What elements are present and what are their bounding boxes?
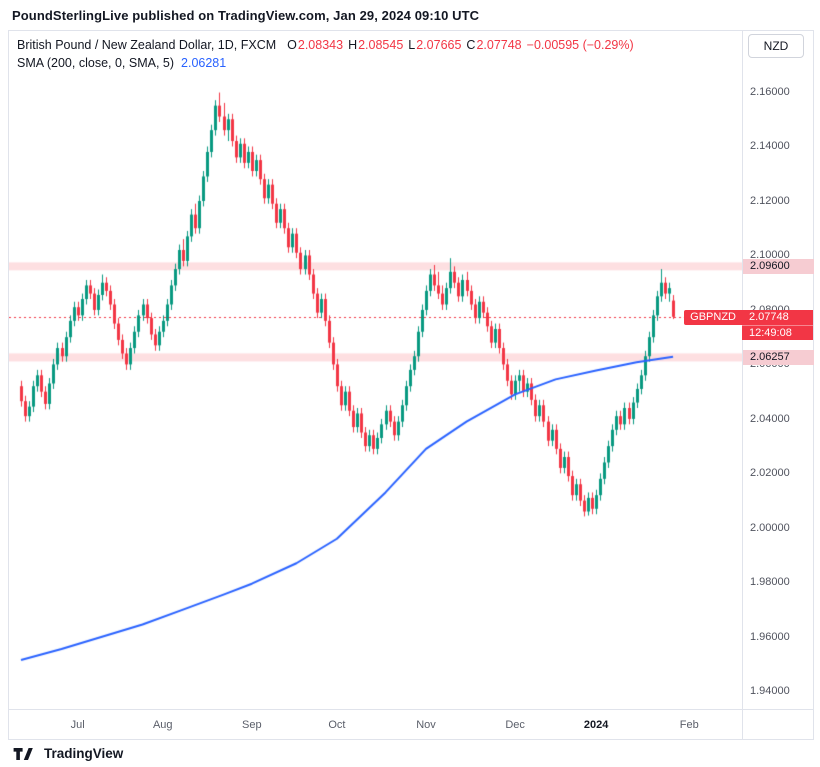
chart-plot-area[interactable] bbox=[9, 31, 742, 709]
time-axis-label: Feb bbox=[679, 719, 699, 731]
ohlc-values: O2.08343 H2.08545 L2.07665 C2.07748 bbox=[282, 38, 522, 52]
last-price-symbol: GBPNZD bbox=[684, 309, 742, 325]
last-price-value: 2.07748 bbox=[742, 309, 813, 325]
time-axis-label: Sep bbox=[242, 719, 262, 731]
ohlc-letter: L bbox=[408, 38, 416, 52]
legend-line-symbol: British Pound / New Zealand Dollar, 1D, … bbox=[17, 36, 634, 54]
ohlc-letter: C bbox=[466, 38, 476, 52]
change-value: −0.00595 (−0.29%) bbox=[526, 38, 634, 52]
price-tick-label: 2.02000 bbox=[750, 467, 790, 480]
sma-indicator-value: 2.06281 bbox=[181, 56, 227, 70]
legend-line-sma: SMA (200, close, 0, SMA, 5) 2.06281 bbox=[17, 54, 634, 72]
time-axis[interactable]: Jul Aug Sep Oct Nov Dec 2024 Feb bbox=[9, 709, 813, 740]
price-tick-label: 1.96000 bbox=[750, 630, 790, 643]
price-tick-label: 2.16000 bbox=[750, 86, 790, 99]
attribution-bar: PoundSterlingLive published on TradingVi… bbox=[0, 0, 820, 30]
ohlc-letter: O bbox=[287, 38, 297, 52]
ohlc-value: 2.08343 bbox=[297, 38, 344, 52]
resistance-price-label: 2.09600 bbox=[743, 259, 814, 275]
support-price-label: 2.06257 bbox=[743, 350, 814, 366]
footer-bar: TradingView bbox=[0, 740, 820, 767]
time-axis-label: Nov bbox=[416, 719, 436, 731]
last-price-badge: GBPNZD 2.07748 12:49:08 bbox=[684, 309, 813, 340]
attribution-text: PoundSterlingLive published on TradingVi… bbox=[12, 7, 480, 23]
price-tick-label: 1.94000 bbox=[750, 685, 790, 698]
bar-countdown: 12:49:08 bbox=[742, 324, 813, 340]
symbol-title: British Pound / New Zealand Dollar, 1D, … bbox=[17, 38, 277, 52]
sma-indicator-label: SMA (200, close, 0, SMA, 5) bbox=[17, 56, 175, 70]
time-axis-label: Jul bbox=[70, 719, 85, 731]
ohlc-value: 2.07665 bbox=[416, 38, 462, 52]
ohlc-letter: H bbox=[348, 38, 358, 52]
price-tick-label: 1.98000 bbox=[750, 576, 790, 589]
chart-frame: British Pound / New Zealand Dollar, 1D, … bbox=[8, 30, 814, 740]
ohlc-value: 2.08545 bbox=[358, 38, 404, 52]
last-price-column: 2.07748 12:49:08 bbox=[742, 309, 813, 340]
chart-legend: British Pound / New Zealand Dollar, 1D, … bbox=[17, 36, 634, 72]
time-axis-label: Aug bbox=[152, 719, 173, 731]
time-axis-label: Oct bbox=[328, 719, 346, 731]
time-axis-label: 2024 bbox=[583, 719, 609, 731]
tradingview-logo-icon bbox=[13, 747, 33, 760]
price-tick-label: 2.10000 bbox=[750, 249, 790, 262]
tradingview-logo-link[interactable]: TradingView bbox=[13, 746, 123, 761]
price-tick-label: 2.00000 bbox=[750, 521, 790, 534]
price-axis[interactable]: 2.160002.140002.120002.100002.080002.060… bbox=[742, 31, 814, 739]
price-tick-label: 2.04000 bbox=[750, 412, 790, 425]
tradingview-brand-text: TradingView bbox=[44, 746, 124, 761]
currency-toggle-button[interactable]: NZD bbox=[748, 34, 804, 58]
ohlc-value: 2.07748 bbox=[476, 38, 522, 52]
time-axis-label: Dec bbox=[505, 719, 525, 731]
price-tick-label: 2.12000 bbox=[750, 194, 790, 207]
price-tick-label: 2.14000 bbox=[750, 140, 790, 153]
